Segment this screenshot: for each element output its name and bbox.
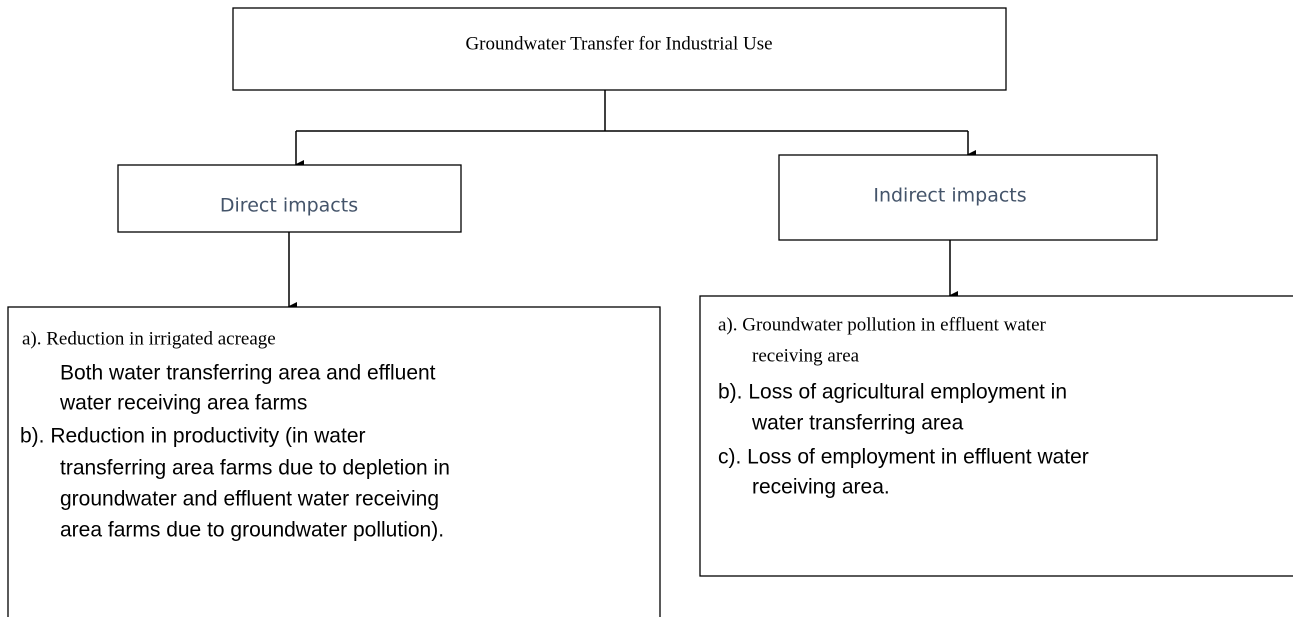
- item-line: receiving area.: [752, 476, 890, 499]
- item-line: water receiving area farms: [59, 392, 307, 415]
- item-line: Both water transferring area and effluen…: [60, 362, 436, 385]
- indirect-detail-box: [699, 295, 1293, 577]
- item-line: a). Reduction in irrigated acreage: [22, 328, 276, 349]
- direct-detail-box: [7, 306, 661, 617]
- direct-label: Direct impacts: [220, 195, 358, 217]
- indirect-label: Indirect impacts: [873, 185, 1026, 207]
- item-line: b). Reduction in productivity (in water: [20, 425, 366, 448]
- item-line: a). Groundwater pollution in effluent wa…: [718, 314, 1046, 335]
- item-line: transferring area farms due to depletion…: [60, 457, 450, 480]
- item-line: c). Loss of employment in effluent water: [718, 446, 1089, 469]
- item-line: area farms due to groundwater pollution)…: [60, 519, 444, 542]
- item-line: water transferring area: [751, 412, 964, 435]
- title: Groundwater Transfer for Industrial Use: [465, 33, 772, 54]
- item-line: groundwater and effluent water receiving: [60, 488, 439, 511]
- item-line: receiving area: [752, 345, 860, 366]
- title-box: [232, 7, 1007, 91]
- indirect-box: [778, 154, 1158, 241]
- item-line: b). Loss of agricultural employment in: [718, 381, 1067, 404]
